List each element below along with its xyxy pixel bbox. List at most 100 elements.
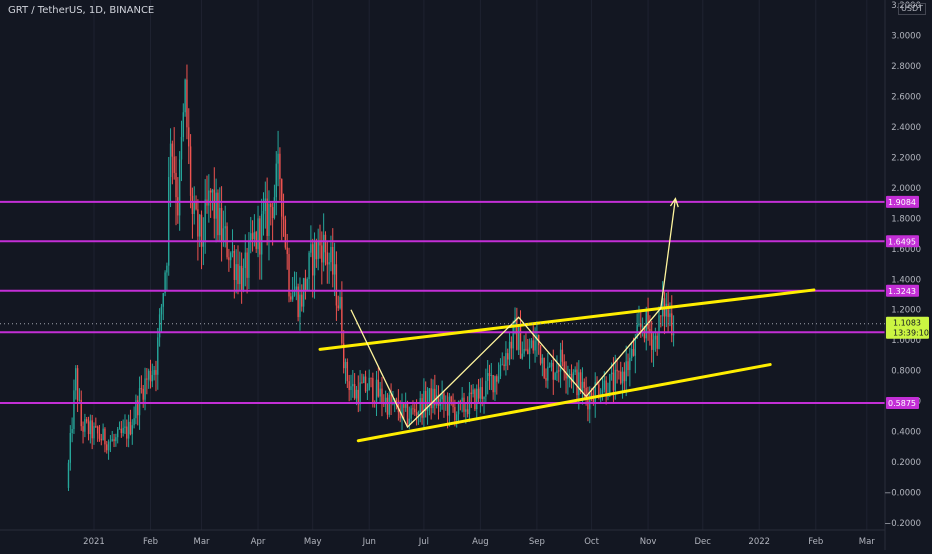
candle-body-down (620, 371, 622, 384)
candle-body-up (512, 323, 514, 349)
candle-body-down (452, 401, 454, 408)
candle-body-down (527, 349, 529, 354)
candle-body-down (667, 303, 669, 317)
candle-body-up (102, 428, 104, 441)
candle-body-up (428, 388, 431, 402)
candle-body-up (293, 291, 296, 296)
candle-body-down (353, 384, 356, 399)
candle-body-down (191, 195, 194, 215)
candle-body-up (634, 337, 637, 356)
time-axis: 2021 Feb Mar Apr May Jun Jul Aug Sep Oct Nov Dec 202… (83, 537, 875, 547)
grid-layer (93, 0, 868, 530)
candle-body-down (612, 372, 615, 391)
candle-body-down (525, 348, 527, 350)
candle-body-up (215, 192, 217, 219)
candle-body-up (410, 408, 412, 419)
candle-body-up (330, 246, 332, 263)
candle-body-up (124, 426, 126, 428)
candle-body-up (250, 233, 252, 242)
candle-body-down (539, 345, 542, 364)
channel-trend-line[interactable] (318, 288, 816, 351)
price-tick-label: 0.4000 (891, 428, 921, 438)
candle-body-up (528, 347, 531, 354)
candle-body-down (372, 378, 374, 403)
candle-body-up (147, 370, 150, 380)
candle-body-down (271, 207, 274, 218)
candle-body-up (182, 112, 185, 138)
candle-body-up (375, 379, 378, 403)
levels-layer (0, 200, 885, 405)
candle-body-down (377, 379, 380, 397)
candle-body-up (107, 442, 110, 451)
candle-body-up (485, 380, 487, 397)
candle-body-up (308, 252, 310, 280)
candle-body-up (490, 375, 493, 376)
candle-body-up (457, 401, 460, 415)
candle-body-up (479, 387, 482, 399)
candle-body-up (607, 396, 609, 398)
candle-body-up (499, 364, 502, 377)
candle-body-up (435, 395, 438, 406)
candle-body-down (492, 375, 494, 393)
candle-body-up (603, 380, 606, 390)
candle-body-up (75, 368, 77, 391)
price-tick-label: 0.8000 (891, 367, 921, 377)
candle-body-down (96, 426, 99, 434)
candle-body-up (302, 278, 305, 307)
candle-body-down (516, 317, 518, 350)
candle-body-up (244, 252, 246, 269)
price-tick-label: 0.2000 (891, 458, 921, 468)
level-price-badge (886, 284, 919, 297)
candle-body-up (219, 208, 221, 236)
candle-body-up (224, 226, 226, 229)
candle-body-down (488, 373, 491, 376)
candle-body-up (299, 294, 301, 318)
candle-body-up (322, 234, 325, 263)
candle-body-up (184, 79, 186, 113)
last-price-badge (886, 316, 929, 339)
candle-body-down (286, 247, 288, 255)
candle-body-up (547, 366, 549, 381)
candle-body-down (381, 388, 383, 403)
candle-body-down (142, 388, 144, 400)
candle-body-down (590, 392, 593, 399)
candle-body-up (629, 357, 631, 370)
candle-body-up (556, 370, 558, 374)
candle-body-up (253, 232, 256, 240)
candle-body-up (581, 381, 584, 392)
candle-body-down (86, 419, 88, 422)
price-tick-label: 1.0000 (891, 336, 921, 346)
candle-body-down (503, 364, 505, 366)
last-price-label: 1.1083 (893, 319, 921, 328)
candle-body-down (270, 203, 272, 208)
candle-body-up (69, 432, 72, 463)
level-price-badge (886, 195, 919, 208)
candle-body-up (204, 199, 206, 242)
candle-body-down (251, 233, 254, 240)
candle-body-down (240, 265, 243, 292)
candle-body-down (290, 296, 292, 300)
candle-body-up (248, 241, 250, 278)
candle-body-down (80, 399, 82, 427)
candle-body-up (277, 153, 279, 164)
currency-tag[interactable]: USDT (898, 3, 926, 15)
candle-body-down (395, 399, 398, 402)
channel-trend-line[interactable] (356, 363, 772, 443)
pattern-zigzag-path[interactable] (350, 198, 677, 429)
candle-body-up (505, 353, 507, 366)
candle-body-up (202, 241, 205, 247)
candle-body-down (324, 234, 327, 253)
candle-body-down (430, 388, 432, 409)
candle-body-down (425, 391, 427, 411)
candle-body-down (220, 208, 223, 242)
candle-body-down (616, 369, 618, 372)
candle-body-down (671, 313, 673, 336)
candle-body-up (366, 390, 369, 392)
candle-body-up (455, 414, 458, 421)
level-price-label: 0.5875 (888, 399, 916, 408)
candle-body-up (275, 163, 277, 198)
candle-body-up (426, 401, 429, 411)
level-price-label: 1.3243 (888, 287, 916, 296)
